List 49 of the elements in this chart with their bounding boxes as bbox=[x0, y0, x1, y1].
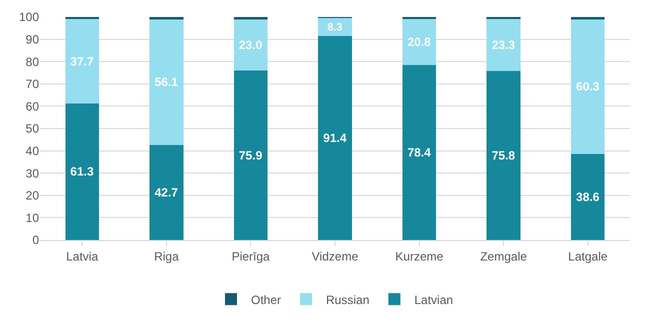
bar bbox=[150, 20, 184, 145]
data-label: 38.6 bbox=[576, 190, 600, 204]
x-tick-label: Pierīga bbox=[232, 249, 270, 264]
y-tick-label: 30 bbox=[26, 166, 40, 180]
bar bbox=[486, 70, 520, 240]
data-label: 23.3 bbox=[492, 38, 516, 52]
legend-label: Other bbox=[251, 292, 282, 307]
data-label: 61.3 bbox=[70, 164, 94, 179]
data-label: 37.7 bbox=[70, 54, 94, 68]
data-label: 60.3 bbox=[576, 80, 600, 94]
x-tick-label: Riga bbox=[154, 249, 180, 264]
bar bbox=[150, 144, 184, 240]
data-label: 75.9 bbox=[238, 148, 263, 162]
y-tick-label: 0 bbox=[32, 233, 40, 248]
data-label: 75.8 bbox=[492, 148, 516, 162]
bar bbox=[65, 19, 99, 104]
y-tick-label: 10 bbox=[26, 210, 40, 225]
bar bbox=[571, 154, 605, 240]
x-tick-label: Vidzeme bbox=[312, 249, 359, 264]
data-label: 8.3 bbox=[327, 22, 342, 34]
bar bbox=[150, 17, 184, 20]
y-tick-label: 40 bbox=[26, 144, 40, 158]
y-tick-label: 70 bbox=[26, 77, 40, 92]
y-tick-label: 20 bbox=[26, 188, 40, 203]
x-tick-label: Kurzeme bbox=[395, 249, 444, 264]
y-tick-label: 100 bbox=[18, 10, 40, 24]
data-label: 56.1 bbox=[154, 75, 178, 90]
legend-label: Russian bbox=[326, 292, 370, 307]
y-tick-label: 80 bbox=[26, 54, 40, 69]
bar bbox=[318, 36, 352, 240]
bar bbox=[234, 19, 268, 71]
data-label: 42.7 bbox=[154, 185, 178, 200]
data-label: 20.8 bbox=[407, 34, 432, 49]
x-tick-label: Latgale bbox=[568, 249, 608, 264]
x-tick-label: Zemgale bbox=[480, 249, 528, 264]
legend-label: Latvian bbox=[414, 292, 454, 307]
x-tick-label: Latvia bbox=[66, 249, 98, 264]
bar bbox=[571, 19, 605, 154]
data-label: 91.4 bbox=[323, 131, 347, 146]
bar bbox=[402, 18, 436, 66]
bar bbox=[486, 19, 520, 71]
data-label: 78.4 bbox=[407, 146, 432, 160]
bar bbox=[402, 65, 436, 240]
data-label: 23.0 bbox=[238, 38, 263, 52]
y-tick-label: 50 bbox=[26, 122, 40, 136]
y-tick-label: 90 bbox=[26, 32, 40, 46]
bar bbox=[65, 103, 99, 240]
y-tick-label: 60 bbox=[26, 99, 40, 114]
bar bbox=[234, 70, 268, 240]
